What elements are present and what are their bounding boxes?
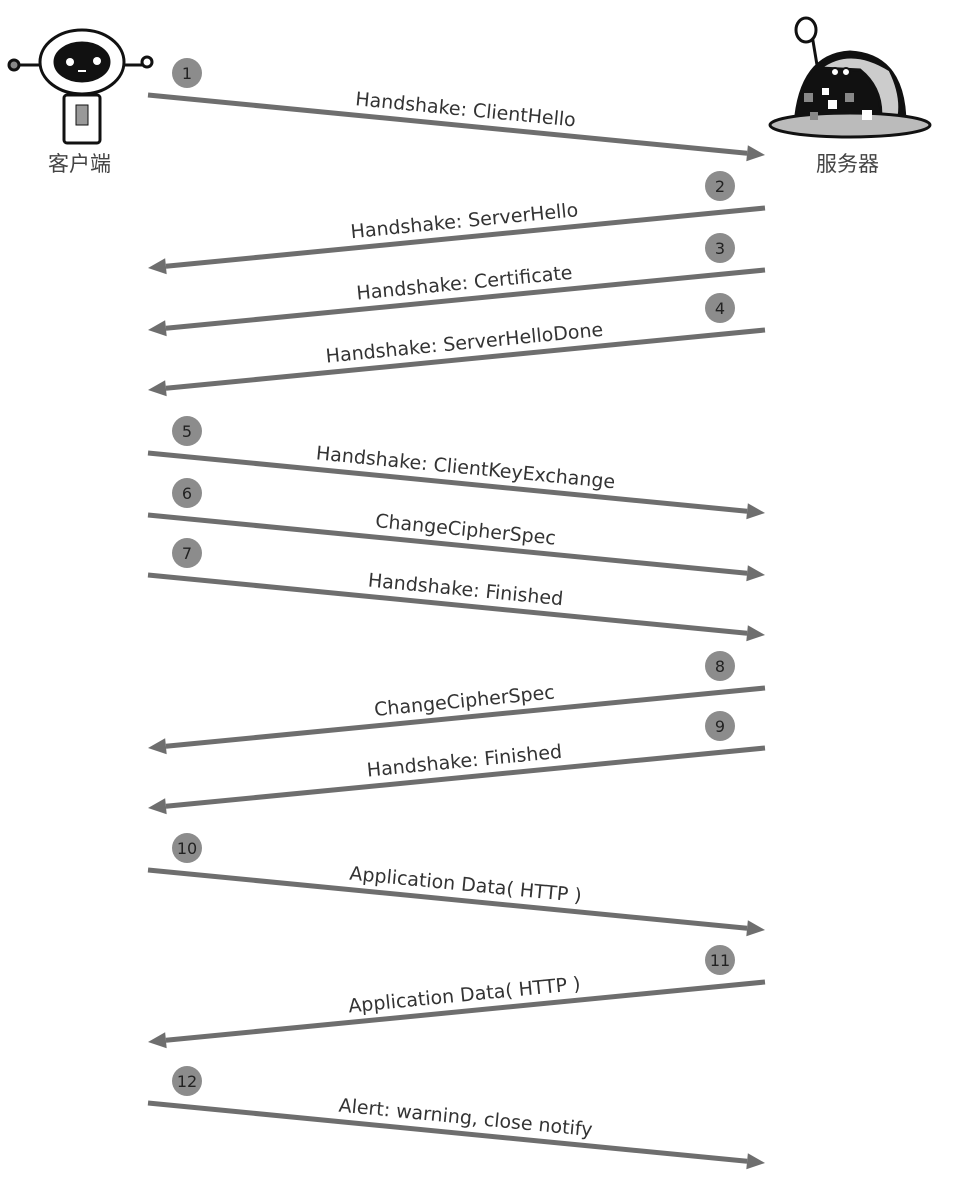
step-badge: [705, 945, 735, 975]
message-arrow: [165, 979, 766, 1043]
message-arrow: [147, 450, 748, 514]
message-arrow: [165, 327, 766, 391]
step-number: 5: [182, 422, 192, 441]
server-robot-icon: [768, 16, 932, 139]
step-number: 1: [182, 64, 192, 83]
arrowhead: [746, 1153, 765, 1170]
arrowhead: [148, 738, 167, 755]
step-number: 8: [715, 657, 725, 676]
message-arrow: [165, 267, 766, 331]
step-badge: [172, 538, 202, 568]
arrowhead: [746, 145, 765, 162]
step-badge: [172, 58, 202, 88]
client-robot-icon: [7, 28, 154, 145]
step-number: 10: [177, 839, 197, 858]
step-badge: [172, 416, 202, 446]
step-badge: [705, 711, 735, 741]
step-badge: [172, 833, 202, 863]
arrowhead: [148, 1032, 167, 1049]
step-badge: [172, 1066, 202, 1096]
message-arrow: [147, 1100, 748, 1164]
step-number: 11: [710, 951, 730, 970]
message-arrow: [147, 92, 748, 156]
step-number: 7: [182, 544, 192, 563]
step-badge: [705, 233, 735, 263]
message-arrow: [165, 745, 766, 809]
step-badge: [705, 293, 735, 323]
arrowhead: [148, 380, 167, 397]
arrowhead: [148, 258, 167, 275]
arrowhead: [746, 920, 765, 937]
message-arrow: [147, 512, 748, 576]
client-label: 客户端: [48, 152, 111, 176]
step-number: 9: [715, 717, 725, 736]
step-badge: [705, 651, 735, 681]
arrowhead: [746, 625, 765, 642]
step-badge: [705, 171, 735, 201]
step-number: 4: [715, 299, 725, 318]
message-arrow: [165, 205, 766, 269]
arrowhead: [746, 565, 765, 582]
step-number: 3: [715, 239, 725, 258]
message-arrow: [165, 685, 766, 749]
arrowhead: [746, 503, 765, 520]
step-badge: [172, 478, 202, 508]
arrowhead: [148, 798, 167, 815]
server-label: 服务器: [816, 152, 879, 176]
arrowhead: [148, 320, 167, 337]
step-number: 2: [715, 177, 725, 196]
message-arrow: [147, 572, 748, 636]
step-number: 12: [177, 1072, 197, 1091]
message-arrow: [147, 867, 748, 931]
step-number: 6: [182, 484, 192, 503]
